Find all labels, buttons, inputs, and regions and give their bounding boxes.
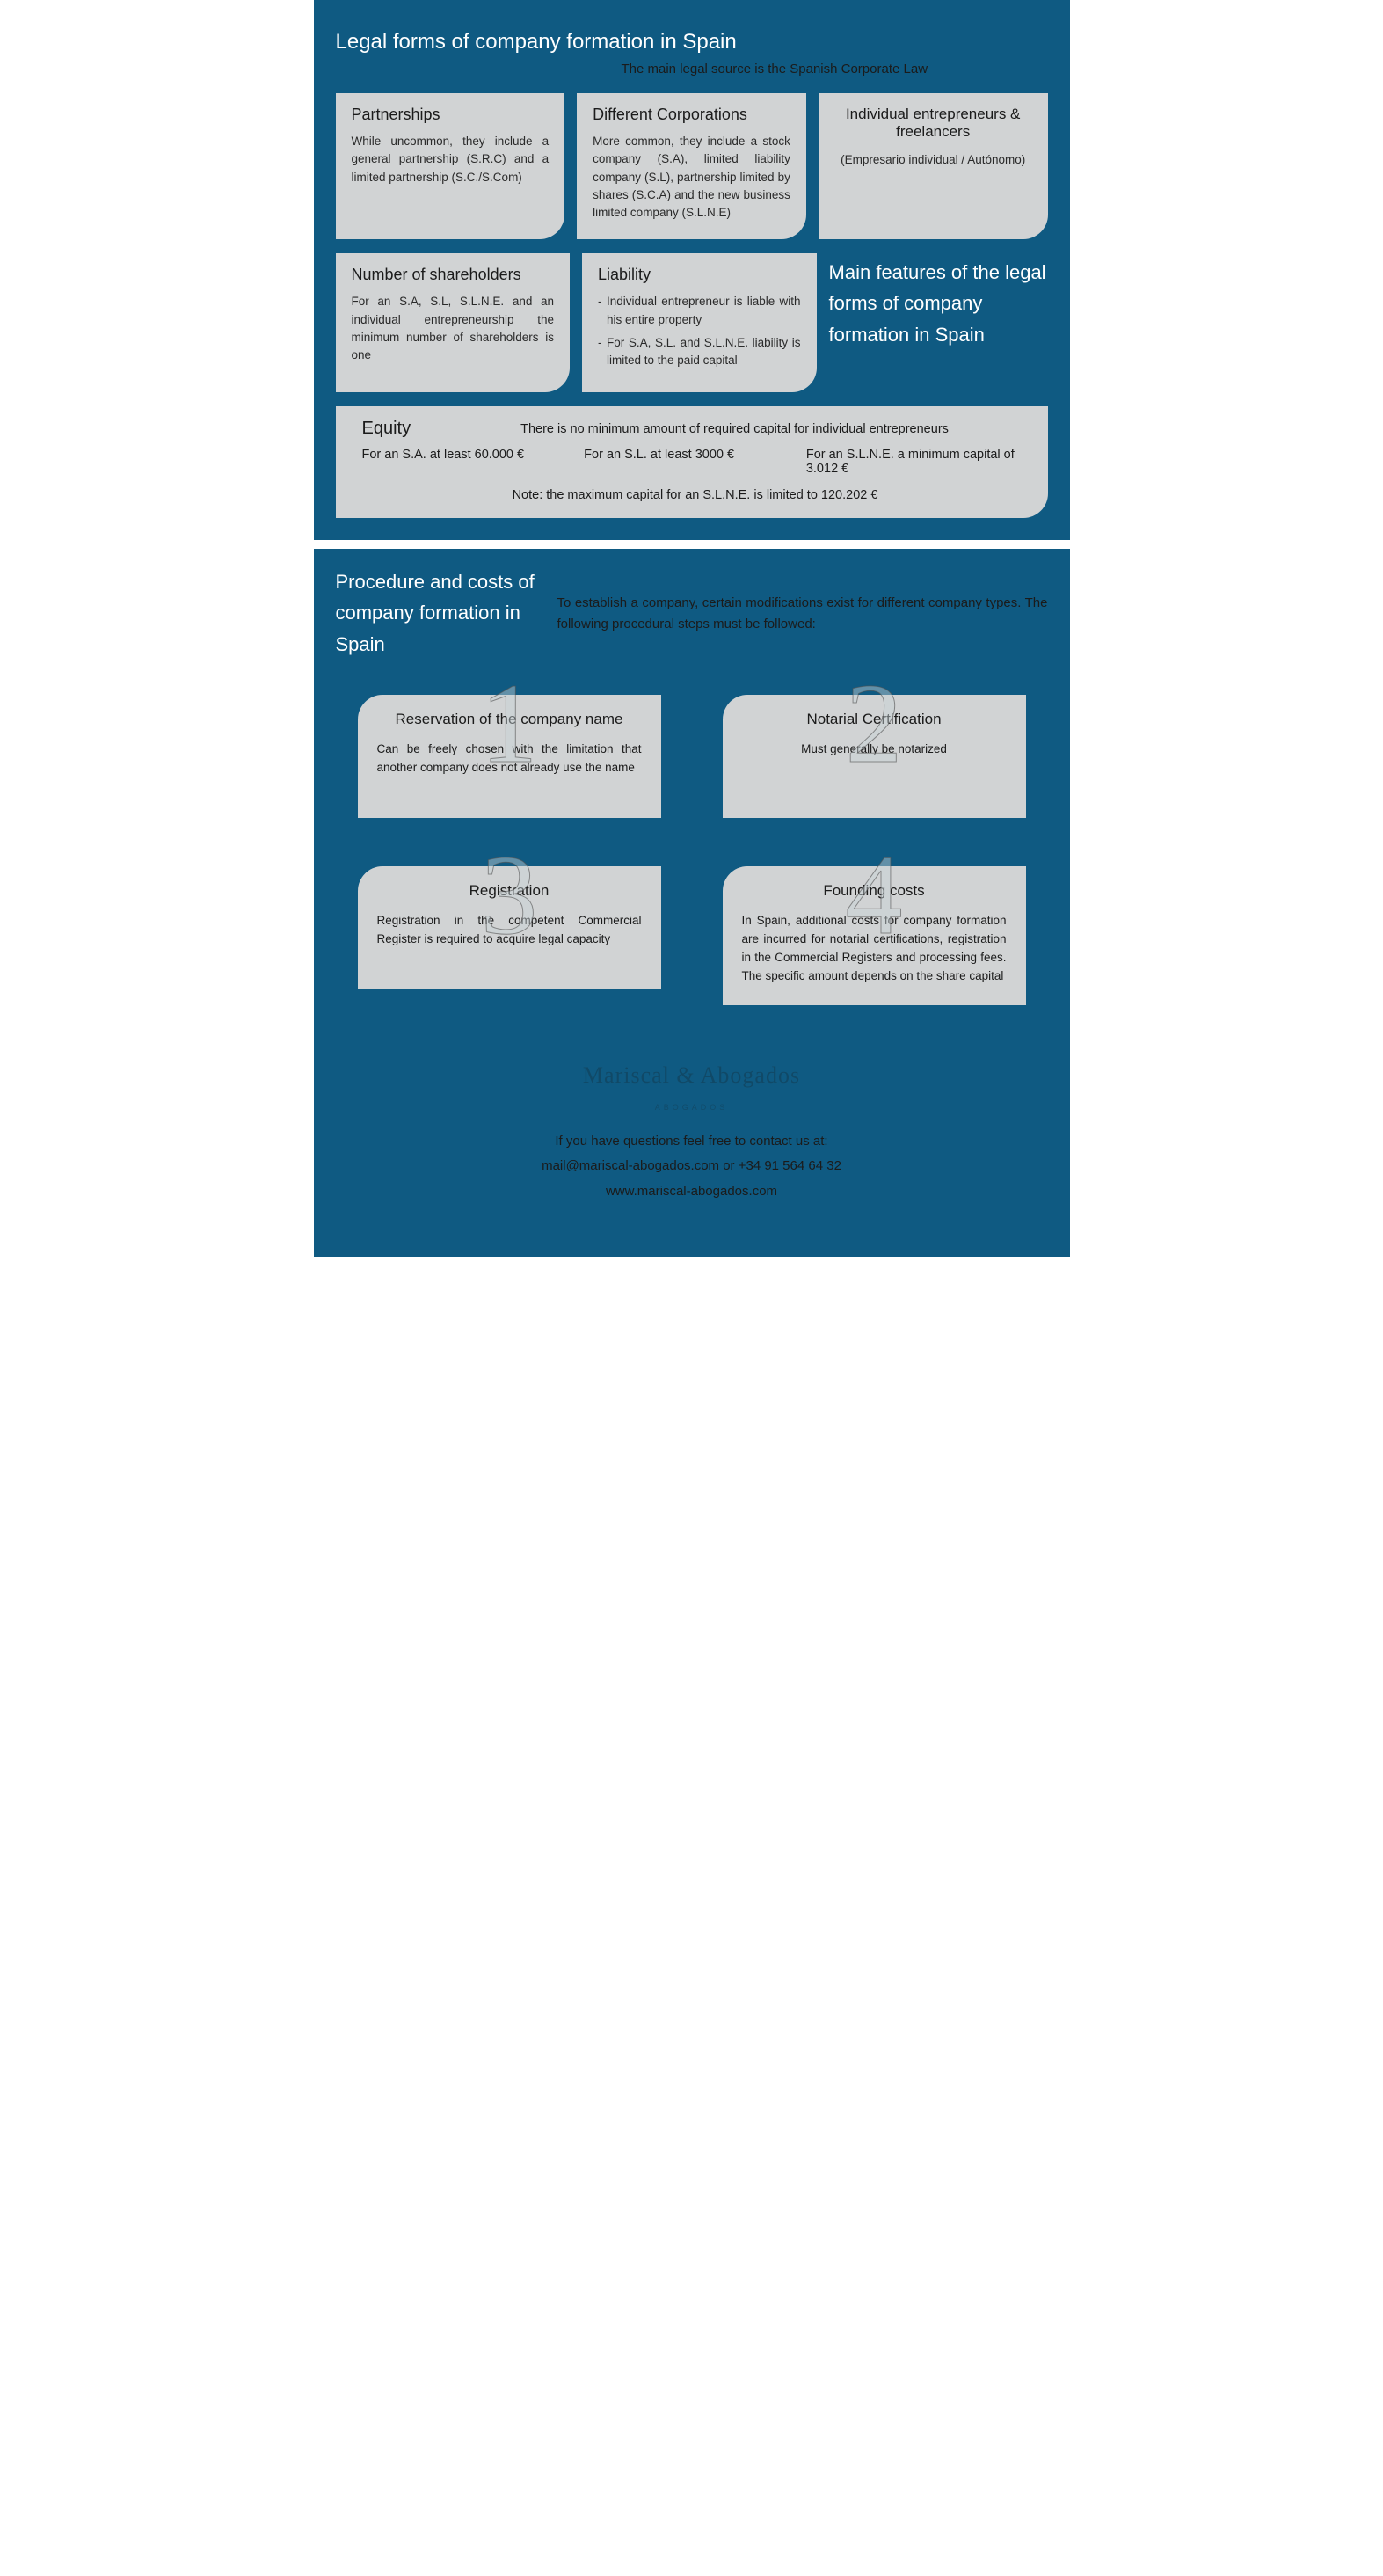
footer-line3: www.mariscal-abogados.com bbox=[336, 1179, 1048, 1205]
step-3: 3 Registration Registration in the compe… bbox=[358, 866, 661, 1005]
liability-item: For S.A, S.L. and S.L.N.E. liability is … bbox=[598, 334, 801, 370]
step-1: 1 Reservation of the company name Can be… bbox=[358, 695, 661, 818]
step-1-body: Can be freely chosen with the limitation… bbox=[377, 741, 642, 777]
equity-note1: There is no minimum amount of required c… bbox=[441, 422, 1029, 436]
steps-grid: 1 Reservation of the company name Can be… bbox=[336, 695, 1048, 1005]
equity-amounts: For an S.A. at least 60.000 € For an S.L… bbox=[362, 448, 1029, 476]
step-3-title: Registration bbox=[377, 882, 642, 900]
footer: Mariscal & Abogados ABOGADOS If you have… bbox=[336, 1054, 1048, 1205]
equity-sa: For an S.A. at least 60.000 € bbox=[362, 448, 585, 476]
step-3-body: Registration in the competent Commercial… bbox=[377, 912, 642, 949]
features-heading: Main features of the legal forms of comp… bbox=[829, 253, 1048, 392]
card-liability-title: Liability bbox=[598, 266, 801, 284]
page: Legal forms of company formation in Spai… bbox=[314, 0, 1070, 1257]
footer-line1: If you have questions feel free to conta… bbox=[336, 1129, 1048, 1155]
section1-subtitle: The main legal source is the Spanish Cor… bbox=[622, 62, 928, 77]
footer-line2: mail@mariscal-abogados.com or +34 91 564… bbox=[336, 1154, 1048, 1179]
card-partnerships: Partnerships While uncommon, they includ… bbox=[336, 93, 565, 239]
card-partnerships-title: Partnerships bbox=[352, 106, 550, 124]
step-4: 4 Founding costs In Spain, additional co… bbox=[723, 866, 1026, 1005]
card-liability-list: Individual entrepreneur is liable with h… bbox=[598, 293, 801, 369]
equity-title: Equity bbox=[362, 419, 441, 439]
step-2: 2 Notarial Certification Must generally … bbox=[723, 695, 1026, 818]
card-corporations-body: More common, they include a stock compan… bbox=[593, 133, 790, 222]
step-4-title: Founding costs bbox=[742, 882, 1007, 900]
card-partnerships-body: While uncommon, they include a general p… bbox=[352, 133, 550, 186]
legal-forms-row: Partnerships While uncommon, they includ… bbox=[336, 93, 1048, 239]
footer-brand: Mariscal & Abogados bbox=[336, 1054, 1048, 1097]
procedure-title: Procedure and costs of company formation… bbox=[336, 566, 538, 660]
card-corporations: Different Corporations More common, they… bbox=[577, 93, 806, 239]
liability-item: Individual entrepreneur is liable with h… bbox=[598, 293, 801, 329]
equity-sl: For an S.L. at least 3000 € bbox=[584, 448, 806, 476]
footer-brand-sub: ABOGADOS bbox=[336, 1100, 1048, 1115]
card-liability: Liability Individual entrepreneur is lia… bbox=[582, 253, 817, 392]
step-2-title: Notarial Certification bbox=[742, 711, 1007, 728]
card-corporations-title: Different Corporations bbox=[593, 106, 790, 124]
step-1-title: Reservation of the company name bbox=[377, 711, 642, 728]
card-shareholders-body: For an S.A, S.L, S.L.N.E. and an individ… bbox=[352, 293, 555, 364]
card-individual-body: (Empresario individual / Autónomo) bbox=[834, 151, 1032, 169]
card-individual-title: Individual entrepreneurs & freelancers bbox=[834, 106, 1032, 141]
section-legal-forms: Legal forms of company formation in Spai… bbox=[314, 0, 1070, 540]
features-row: Number of shareholders For an S.A, S.L, … bbox=[336, 253, 1048, 392]
card-shareholders: Number of shareholders For an S.A, S.L, … bbox=[336, 253, 571, 392]
procedure-desc: To establish a company, certain modifica… bbox=[557, 566, 1048, 660]
step-4-body: In Spain, additional costs for company f… bbox=[742, 912, 1007, 986]
card-equity: Equity There is no minimum amount of req… bbox=[336, 406, 1048, 518]
card-individual: Individual entrepreneurs & freelancers (… bbox=[819, 93, 1048, 239]
section-procedure: Procedure and costs of company formation… bbox=[314, 549, 1070, 1257]
equity-slne: For an S.L.N.E. a minimum capital of 3.0… bbox=[806, 448, 1029, 476]
section1-title: Legal forms of company formation in Spai… bbox=[336, 26, 1048, 58]
step-2-body: Must generally be notarized bbox=[742, 741, 1007, 759]
card-shareholders-title: Number of shareholders bbox=[352, 266, 555, 284]
equity-note2: Note: the maximum capital for an S.L.N.E… bbox=[362, 488, 1029, 502]
